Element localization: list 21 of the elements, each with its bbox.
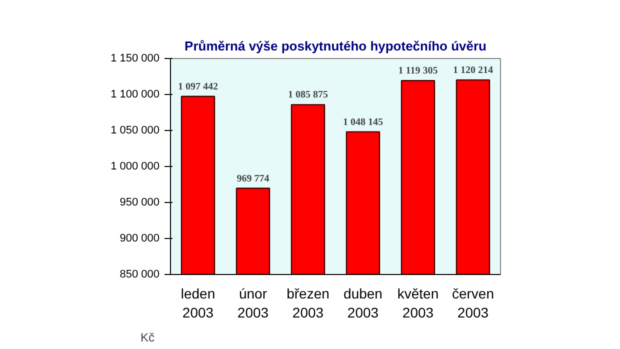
y-tick-label: 850 000 bbox=[120, 268, 160, 280]
data-label: 1 097 442 bbox=[178, 81, 218, 92]
x-tick-label: březen 2003 bbox=[286, 286, 330, 321]
x-tick-label: červen 2003 bbox=[452, 286, 494, 321]
data-label: 1 085 875 bbox=[288, 90, 328, 101]
data-label: 1 048 145 bbox=[343, 116, 383, 128]
y-tick-label: 950 000 bbox=[120, 196, 160, 208]
data-label: 969 774 bbox=[236, 173, 270, 184]
y-tick-label: 1 100 000 bbox=[110, 88, 160, 100]
chart-title: Průměrná výše poskytnutého hypotečního úvěru bbox=[184, 38, 487, 54]
data-label: 1 119 305 bbox=[398, 66, 438, 77]
x-tick-label: leden 2003 bbox=[180, 286, 216, 321]
y-tick-label: 1 000 000 bbox=[110, 160, 160, 172]
x-tick-label: únor 2003 bbox=[237, 286, 269, 321]
x-tick-label: duben 2003 bbox=[344, 286, 382, 321]
y-tick-label: 1 050 000 bbox=[110, 124, 160, 136]
y-tick-label: 1 150 000 bbox=[110, 52, 160, 64]
data-label: 1 120 214 bbox=[453, 64, 493, 76]
x-tick-label: květen 2003 bbox=[397, 286, 439, 321]
text: Kč bbox=[140, 330, 155, 344]
y-tick-label: 900 000 bbox=[120, 232, 160, 244]
